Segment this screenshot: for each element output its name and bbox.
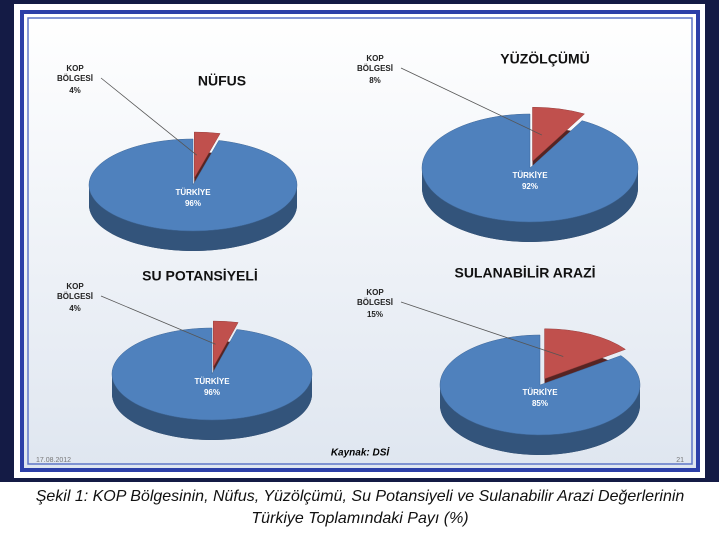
slice-label: KOP BÖLGESİ — [56, 64, 93, 83]
slice-label: KOP BÖLGESİ — [56, 282, 93, 301]
slice — [532, 106, 586, 162]
leader-line — [100, 77, 198, 156]
slice — [421, 113, 639, 223]
value-label: 85% — [532, 399, 548, 408]
slice-label: TÜRKİYE — [522, 388, 558, 397]
slice — [194, 131, 221, 179]
slice — [544, 328, 626, 380]
chart-title: SU POTANSİYELİ — [142, 268, 258, 284]
leader-line — [400, 67, 543, 136]
value-label: 4% — [69, 86, 81, 95]
slide: Kaynak: DSİ 17.08.2012 21 NÜFUS TÜRKİYE 96… — [0, 0, 719, 482]
slice-label: KOP BÖLGESİ — [356, 54, 393, 73]
slice-side — [89, 185, 297, 251]
value-label: 15% — [366, 310, 383, 319]
slice-side — [440, 385, 640, 455]
slice — [88, 138, 298, 232]
slice-label: TÜRKİYE — [175, 188, 211, 197]
slice-label: TÜRKİYE — [512, 171, 548, 180]
leader-line — [400, 301, 564, 357]
slice-label: TÜRKİYE — [194, 377, 230, 386]
caption: Şekil 1: KOP Bölgesinin, Nüfus, Yüzölçüm… — [35, 488, 685, 527]
slice — [111, 327, 313, 421]
value-label: 96% — [185, 199, 201, 208]
source: Kaynak: DSİ — [331, 446, 391, 459]
date: 17.08.2012 — [36, 457, 71, 464]
leader-line — [100, 295, 216, 345]
slide-border-inner — [27, 17, 693, 465]
value-label: 4% — [69, 304, 81, 313]
value-label: 8% — [369, 76, 381, 85]
chart-title: SULANABİLİR ARAZİ — [454, 265, 595, 281]
chart-title: YÜZÖLÇÜMÜ — [500, 51, 589, 67]
slice-label: KOP BÖLGESİ — [356, 288, 393, 307]
value-label: 92% — [522, 182, 538, 191]
slice-side — [422, 168, 638, 242]
page-number: 21 — [676, 457, 684, 464]
chart-title: NÜFUS — [198, 73, 246, 89]
slice — [439, 334, 641, 436]
value-label: 96% — [204, 388, 220, 397]
slice-side — [112, 374, 312, 440]
slice — [213, 320, 239, 369]
